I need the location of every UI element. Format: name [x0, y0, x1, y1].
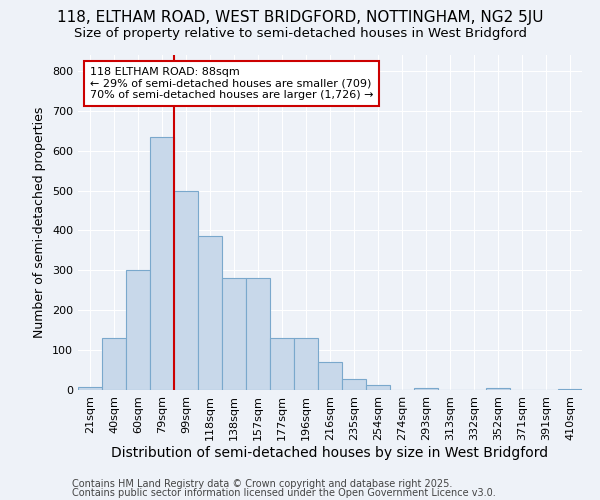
Text: Contains HM Land Registry data © Crown copyright and database right 2025.: Contains HM Land Registry data © Crown c…	[72, 479, 452, 489]
Text: Contains public sector information licensed under the Open Government Licence v3: Contains public sector information licen…	[72, 488, 496, 498]
Text: Size of property relative to semi-detached houses in West Bridgford: Size of property relative to semi-detach…	[74, 28, 527, 40]
Bar	[198, 236, 222, 390]
Bar	[126, 270, 150, 390]
Bar	[270, 338, 294, 390]
Bar	[558, 389, 582, 390]
Bar	[246, 278, 270, 390]
X-axis label: Distribution of semi-detached houses by size in West Bridgford: Distribution of semi-detached houses by …	[112, 446, 548, 460]
Bar	[318, 362, 342, 390]
Bar	[366, 385, 390, 390]
Bar	[294, 338, 318, 390]
Bar	[414, 388, 438, 390]
Bar	[102, 338, 126, 390]
Text: 118 ELTHAM ROAD: 88sqm
← 29% of semi-detached houses are smaller (709)
70% of se: 118 ELTHAM ROAD: 88sqm ← 29% of semi-det…	[90, 67, 373, 100]
Bar	[342, 379, 366, 390]
Y-axis label: Number of semi-detached properties: Number of semi-detached properties	[34, 107, 46, 338]
Text: 118, ELTHAM ROAD, WEST BRIDGFORD, NOTTINGHAM, NG2 5JU: 118, ELTHAM ROAD, WEST BRIDGFORD, NOTTIN…	[57, 10, 543, 25]
Bar	[174, 190, 198, 390]
Bar	[150, 137, 174, 390]
Bar	[78, 387, 102, 390]
Bar	[222, 278, 246, 390]
Bar	[486, 388, 510, 390]
